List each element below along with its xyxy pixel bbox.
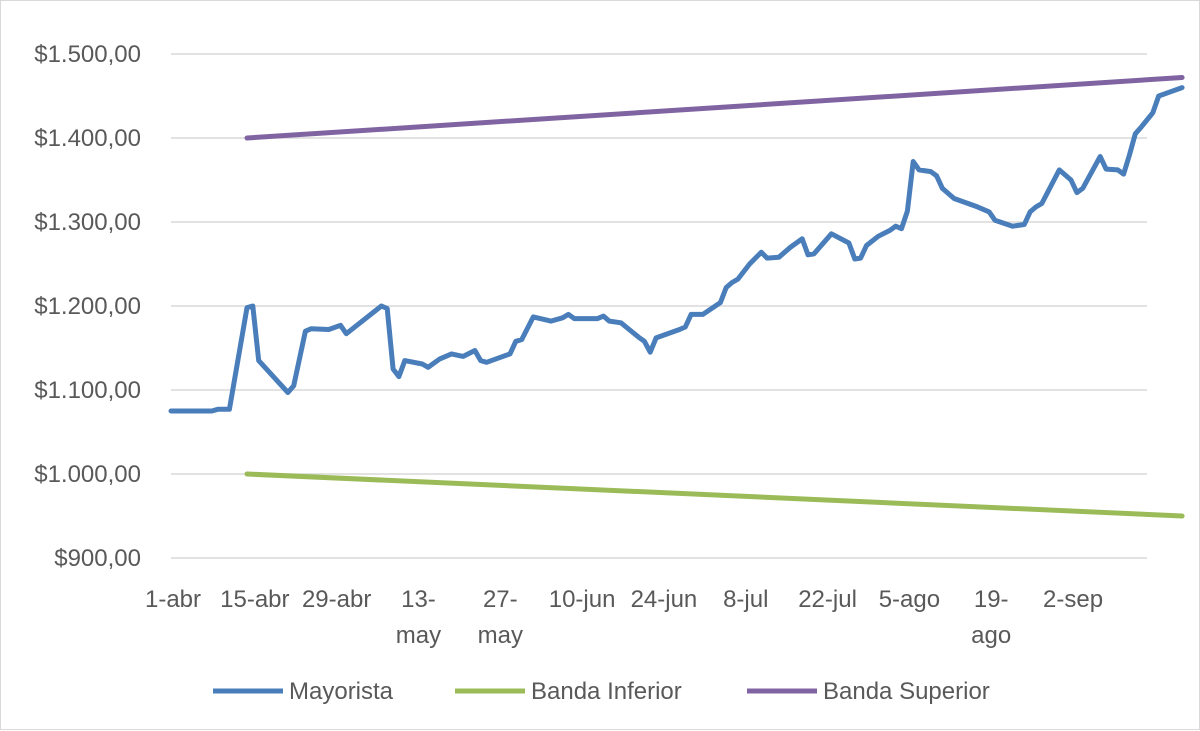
y-tick-label: $1.300,00 [34,209,141,236]
x-tick-label: 29-abr [302,586,371,613]
y-tick-label: $1.400,00 [34,125,141,152]
series-lines [168,75,1185,519]
legend: Mayorista Banda Inferior Banda Superior [213,678,990,705]
x-tick-label: 2-sep [1043,586,1103,613]
x-tick-label-line: 1-abr [145,586,201,613]
legend-label: Banda Superior [823,678,990,705]
y-tick-label: $1.100,00 [34,377,141,404]
x-tick-label-line: 27- [483,586,518,613]
y-tick-label: $1.200,00 [34,293,141,320]
x-tick-label: 10-jun [549,586,616,613]
x-tick-label: 27- may [478,586,523,649]
x-tick-label-line: may [396,622,441,649]
x-tick-label-line: 22-jul [798,586,857,613]
y-tick-label: $1.000,00 [34,461,141,488]
x-tick-label-line: 13- [401,586,436,613]
series-line-banda-superior [244,75,1185,141]
x-tick-label: 22-jul [798,586,857,613]
x-tick-label-line: 8-jul [723,586,768,613]
y-tick-label: $1.500,00 [34,41,141,68]
x-tick-label: 24-jun [631,586,698,613]
x-tick-label-line: 15-abr [220,586,289,613]
gridlines [171,53,1147,475]
x-tick-label-line: 19- [974,586,1009,613]
legend-label: Banda Inferior [531,678,682,705]
x-tick-label: 15-abr [220,586,289,613]
x-tick-label: 8-jul [723,586,768,613]
x-tick-label-line: 29-abr [302,586,371,613]
x-tick-label-line: 10-jun [549,586,616,613]
legend-label: Mayorista [289,678,394,705]
x-axis-tick-labels: 1-abr 15-abr 29-abr 13- may 27- may 10-jun 24-ju… [145,586,1103,649]
x-tick-label-line: 24-jun [631,586,698,613]
series-line-mayorista [168,85,1185,414]
x-tick-label: 19- ago [971,586,1011,649]
x-tick-label-line: ago [971,622,1011,649]
series-line-banda-inferior [244,471,1185,519]
y-axis-tick-labels: $1.500,00 $1.400,00 $1.300,00 $1.200,00 $1.1… [34,41,141,572]
x-tick-label-line: 2-sep [1043,586,1103,613]
x-tick-label: 13- may [396,586,441,649]
x-tick-label-line: may [478,622,523,649]
y-tick-label: $900,00 [54,545,141,572]
x-tick-label-line: 5-ago [879,586,940,613]
x-tick-label: 5-ago [879,586,940,613]
x-tick-label: 1-abr [145,586,201,613]
